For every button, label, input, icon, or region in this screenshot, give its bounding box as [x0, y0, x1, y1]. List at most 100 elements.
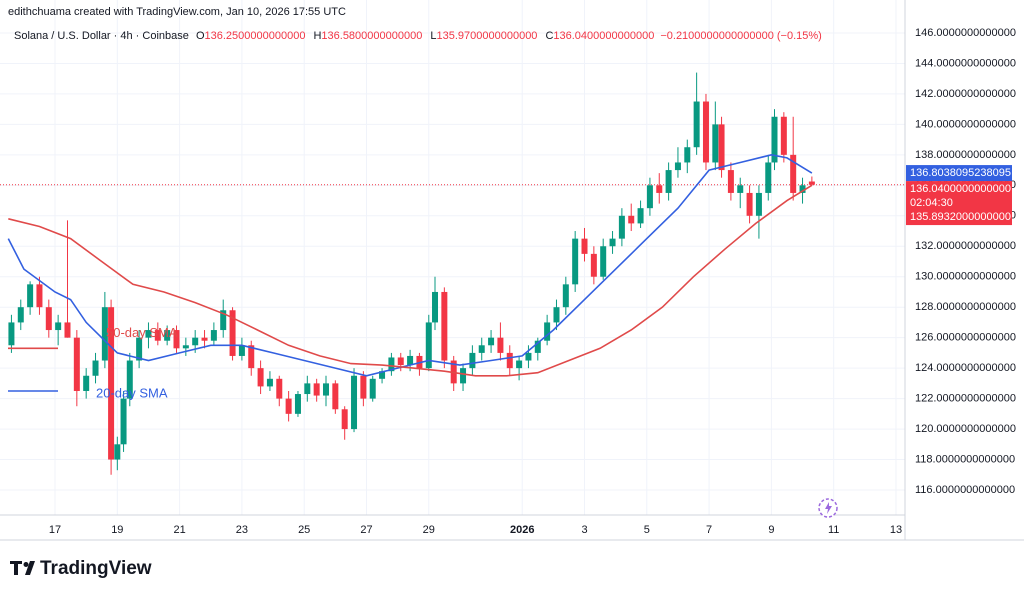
- candle-body: [8, 322, 15, 346]
- candle-body: [341, 409, 348, 430]
- candle-body: [693, 101, 700, 148]
- y-tick-label: 118.0000000000000: [915, 453, 1015, 465]
- candle-body: [294, 394, 301, 414]
- sma-line: [7, 153, 813, 377]
- candle-body: [285, 398, 292, 414]
- candle-body: [120, 398, 127, 445]
- candle-body: [229, 310, 236, 356]
- sma-line: [8, 184, 813, 377]
- candle-body: [702, 101, 709, 163]
- candle-body: [656, 185, 663, 193]
- symbol-legend: Solana / U.S. Dollar · 4h · Coinbase O13…: [14, 30, 822, 42]
- brand-name: TradingView: [40, 558, 152, 579]
- candle-body: [506, 352, 513, 369]
- candle-body: [497, 337, 504, 353]
- candle-body: [210, 330, 217, 341]
- candle-body: [64, 322, 71, 338]
- candle-body: [637, 208, 644, 224]
- ohlc-value: 136.5800000000000: [321, 30, 422, 42]
- candle-body: [684, 147, 691, 163]
- candle-body: [154, 330, 161, 341]
- candle-body: [534, 340, 541, 353]
- x-tick-label: 11: [828, 524, 839, 536]
- candle-body: [114, 444, 121, 460]
- price-tag-label: 136.8038095238095: [910, 167, 1011, 179]
- y-tick-label: 140.0000000000000: [915, 118, 1016, 130]
- candle-body: [544, 322, 551, 341]
- y-tick-label: 128.0000000000000: [915, 301, 1016, 313]
- y-tick-label: 138.0000000000000: [915, 149, 1016, 161]
- symbol: Solana / U.S. Dollar · 4h · Coinbase: [14, 30, 189, 42]
- price-tag-label: 136.0400000000000: [910, 183, 1011, 195]
- candle-body: [799, 185, 806, 193]
- candle-body: [441, 291, 448, 361]
- candle-body: [304, 383, 311, 395]
- candle-body: [525, 352, 532, 361]
- x-tick-label: 3: [581, 524, 587, 536]
- candle-body: [718, 124, 725, 171]
- candle-body: [332, 383, 339, 410]
- candle-body: [727, 170, 734, 193]
- x-tick-label: 9: [768, 524, 774, 536]
- y-tick-label: 146.0000000000000: [915, 27, 1016, 39]
- candle-body: [369, 378, 376, 399]
- candle-body: [83, 375, 90, 391]
- candle-body: [45, 307, 52, 331]
- x-tick-label: 21: [173, 524, 185, 536]
- candle-body: [257, 368, 264, 387]
- candle-body: [425, 322, 432, 369]
- candle-body: [646, 185, 653, 209]
- candle-body: [220, 310, 227, 331]
- candle-body: [600, 246, 607, 277]
- candle-body: [460, 368, 467, 384]
- candle-body: [407, 355, 414, 366]
- x-tick-label: 25: [298, 524, 310, 536]
- ohlc-prefix: L: [430, 30, 436, 42]
- price-tag-label: 135.8932000000000: [910, 211, 1011, 223]
- candle-body: [388, 357, 395, 372]
- candle-body: [173, 330, 180, 349]
- legend-label: 20-day SMA: [96, 385, 168, 400]
- candle-body: [572, 238, 579, 285]
- candle-body: [765, 162, 772, 193]
- candle-body: [590, 253, 597, 277]
- candle-body: [36, 284, 43, 308]
- candle-body: [17, 307, 24, 323]
- change: −0.2100000000000000 (−0.15%): [660, 30, 821, 42]
- x-tick-label: 13: [890, 524, 902, 536]
- candle-body: [108, 307, 115, 460]
- y-tick-label: 116.0000000000000: [915, 484, 1015, 496]
- ohlc-value: 135.9700000000000: [436, 30, 537, 42]
- alert-button[interactable]: [818, 498, 838, 518]
- candle-body: [746, 192, 753, 216]
- candle-body: [628, 215, 635, 224]
- candle-body: [164, 330, 171, 341]
- ohlc-value: 136.2500000000000: [205, 30, 306, 42]
- price-tag: [906, 165, 1012, 182]
- candle-body: [248, 345, 255, 369]
- candle-body: [755, 192, 762, 216]
- candle-body: [145, 330, 152, 338]
- candle-body: [553, 307, 560, 323]
- candle-body: [581, 238, 588, 254]
- candle-body: [780, 116, 787, 155]
- candle-body: [712, 124, 719, 163]
- candle-body: [516, 360, 523, 369]
- x-tick-label: 2026: [510, 524, 534, 536]
- x-tick-label: 27: [360, 524, 372, 536]
- candle-body: [790, 154, 797, 193]
- ohlc-prefix: H: [313, 30, 321, 42]
- y-tick-label: 130.0000000000000: [915, 271, 1016, 283]
- candle-body: [101, 307, 108, 361]
- x-tick-label: 19: [111, 524, 123, 536]
- candle-body: [432, 291, 439, 323]
- y-tick-label: 122.0000000000000: [915, 393, 1016, 405]
- candle-body: [737, 185, 744, 193]
- candle-body: [478, 345, 485, 353]
- candle-body: [126, 360, 133, 399]
- candle-body: [488, 337, 495, 346]
- candle-body: [618, 215, 625, 239]
- candle-body: [192, 337, 199, 346]
- candle-body: [73, 337, 80, 391]
